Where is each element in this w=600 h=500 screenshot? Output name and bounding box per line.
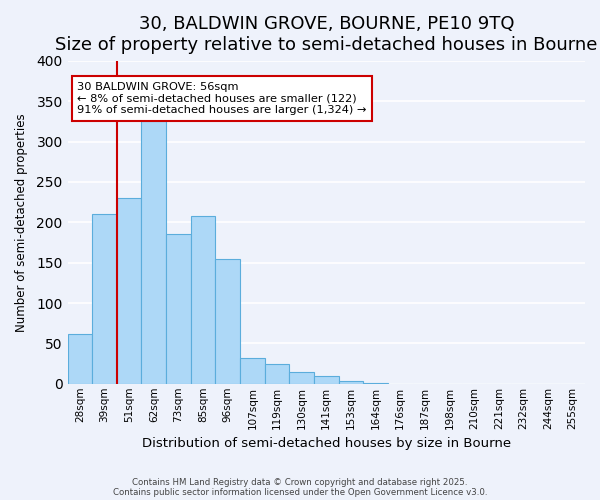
Bar	[363, 383, 388, 384]
Bar	[117, 198, 142, 384]
Text: Contains HM Land Registry data © Crown copyright and database right 2025.
Contai: Contains HM Land Registry data © Crown c…	[113, 478, 487, 497]
Bar	[338, 380, 363, 384]
Text: 30 BALDWIN GROVE: 56sqm
← 8% of semi-detached houses are smaller (122)
91% of se: 30 BALDWIN GROVE: 56sqm ← 8% of semi-det…	[77, 82, 367, 115]
Y-axis label: Number of semi-detached properties: Number of semi-detached properties	[15, 113, 28, 332]
X-axis label: Distribution of semi-detached houses by size in Bourne: Distribution of semi-detached houses by …	[142, 437, 511, 450]
Bar	[92, 214, 117, 384]
Bar	[68, 334, 92, 384]
Title: 30, BALDWIN GROVE, BOURNE, PE10 9TQ
Size of property relative to semi-detached h: 30, BALDWIN GROVE, BOURNE, PE10 9TQ Size…	[55, 15, 598, 54]
Bar	[166, 234, 191, 384]
Bar	[142, 122, 166, 384]
Bar	[265, 364, 289, 384]
Bar	[289, 372, 314, 384]
Bar	[240, 358, 265, 384]
Bar	[215, 258, 240, 384]
Bar	[191, 216, 215, 384]
Bar	[314, 376, 338, 384]
